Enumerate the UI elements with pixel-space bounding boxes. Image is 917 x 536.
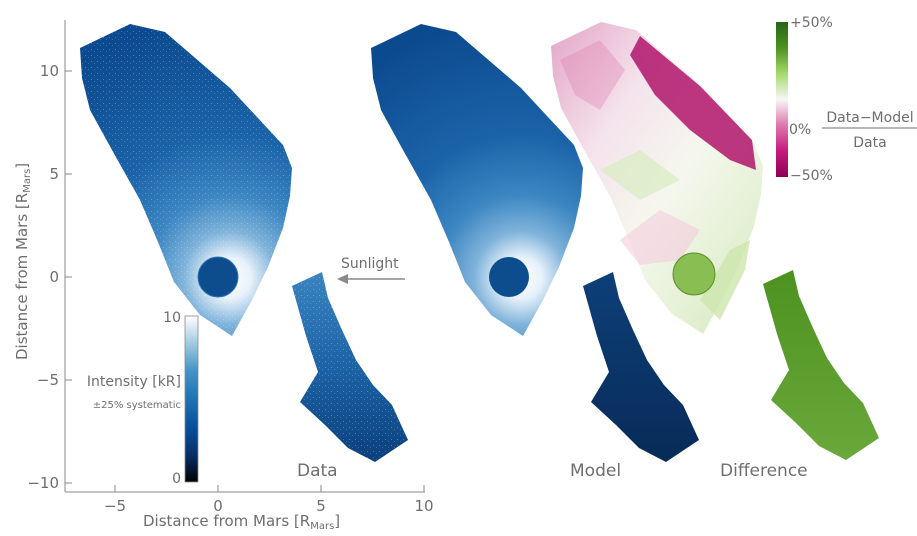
y-tick-label: 0 [49, 268, 59, 286]
difference-colorbar-min: −50% [790, 168, 833, 184]
y-tick-label: −10 [27, 474, 59, 492]
panel-title-data: Data [297, 461, 338, 481]
intensity-colorbar-min: 0 [172, 471, 181, 487]
panel-title-difference: Difference [720, 461, 808, 481]
difference-fraction-numerator: Data−Model [826, 110, 913, 126]
model-upper-region [371, 24, 583, 336]
y-axis: 10 5 0 −5 −10 [27, 20, 72, 492]
difference-colorbar-mid: 0% [789, 122, 811, 138]
x-axis-label: Distance from Mars [RMars] [143, 512, 340, 532]
difference-lower-region [763, 270, 879, 460]
x-tick-label: 10 [414, 497, 433, 515]
sunlight-annotation: Sunlight [337, 256, 405, 284]
mars-disk-model [489, 257, 529, 297]
intensity-colorbar: 10 0 Intensity [kR] ±25% systematic [87, 310, 199, 487]
difference-negative-band [630, 36, 756, 170]
sunlight-arrow-icon [337, 274, 348, 284]
intensity-colorbar-label: Intensity [kR] [87, 374, 181, 390]
y-tick-label: −5 [37, 371, 59, 389]
mars-disk-difference [673, 253, 715, 295]
panel-model [371, 24, 699, 462]
panel-title-model: Model [570, 461, 621, 481]
difference-colorbar-max: +50% [790, 15, 833, 31]
x-axis: −5 0 5 10 [65, 485, 434, 515]
model-lower-region [583, 272, 699, 462]
difference-colorbar: +50% −50% 0% Data−Model Data [776, 15, 917, 184]
panel-data [80, 24, 408, 462]
x-tick-label: 5 [316, 497, 326, 515]
difference-fraction-denominator: Data [853, 135, 886, 151]
panel-difference [551, 22, 879, 460]
intensity-colorbar-max: 10 [163, 310, 181, 326]
y-axis-label: Distance from Mars [RMars] [13, 163, 33, 360]
mars-disk-data [198, 257, 238, 297]
sunlight-label: Sunlight [341, 256, 399, 272]
intensity-colorbar-note: ±25% systematic [93, 400, 181, 411]
y-tick-label: 10 [40, 62, 59, 80]
difference-colorbar-fill [776, 22, 788, 177]
y-tick-label: 5 [49, 165, 59, 183]
x-tick-label: −5 [104, 497, 126, 515]
intensity-colorbar-fill [184, 315, 199, 483]
x-tick-label: 0 [213, 497, 223, 515]
